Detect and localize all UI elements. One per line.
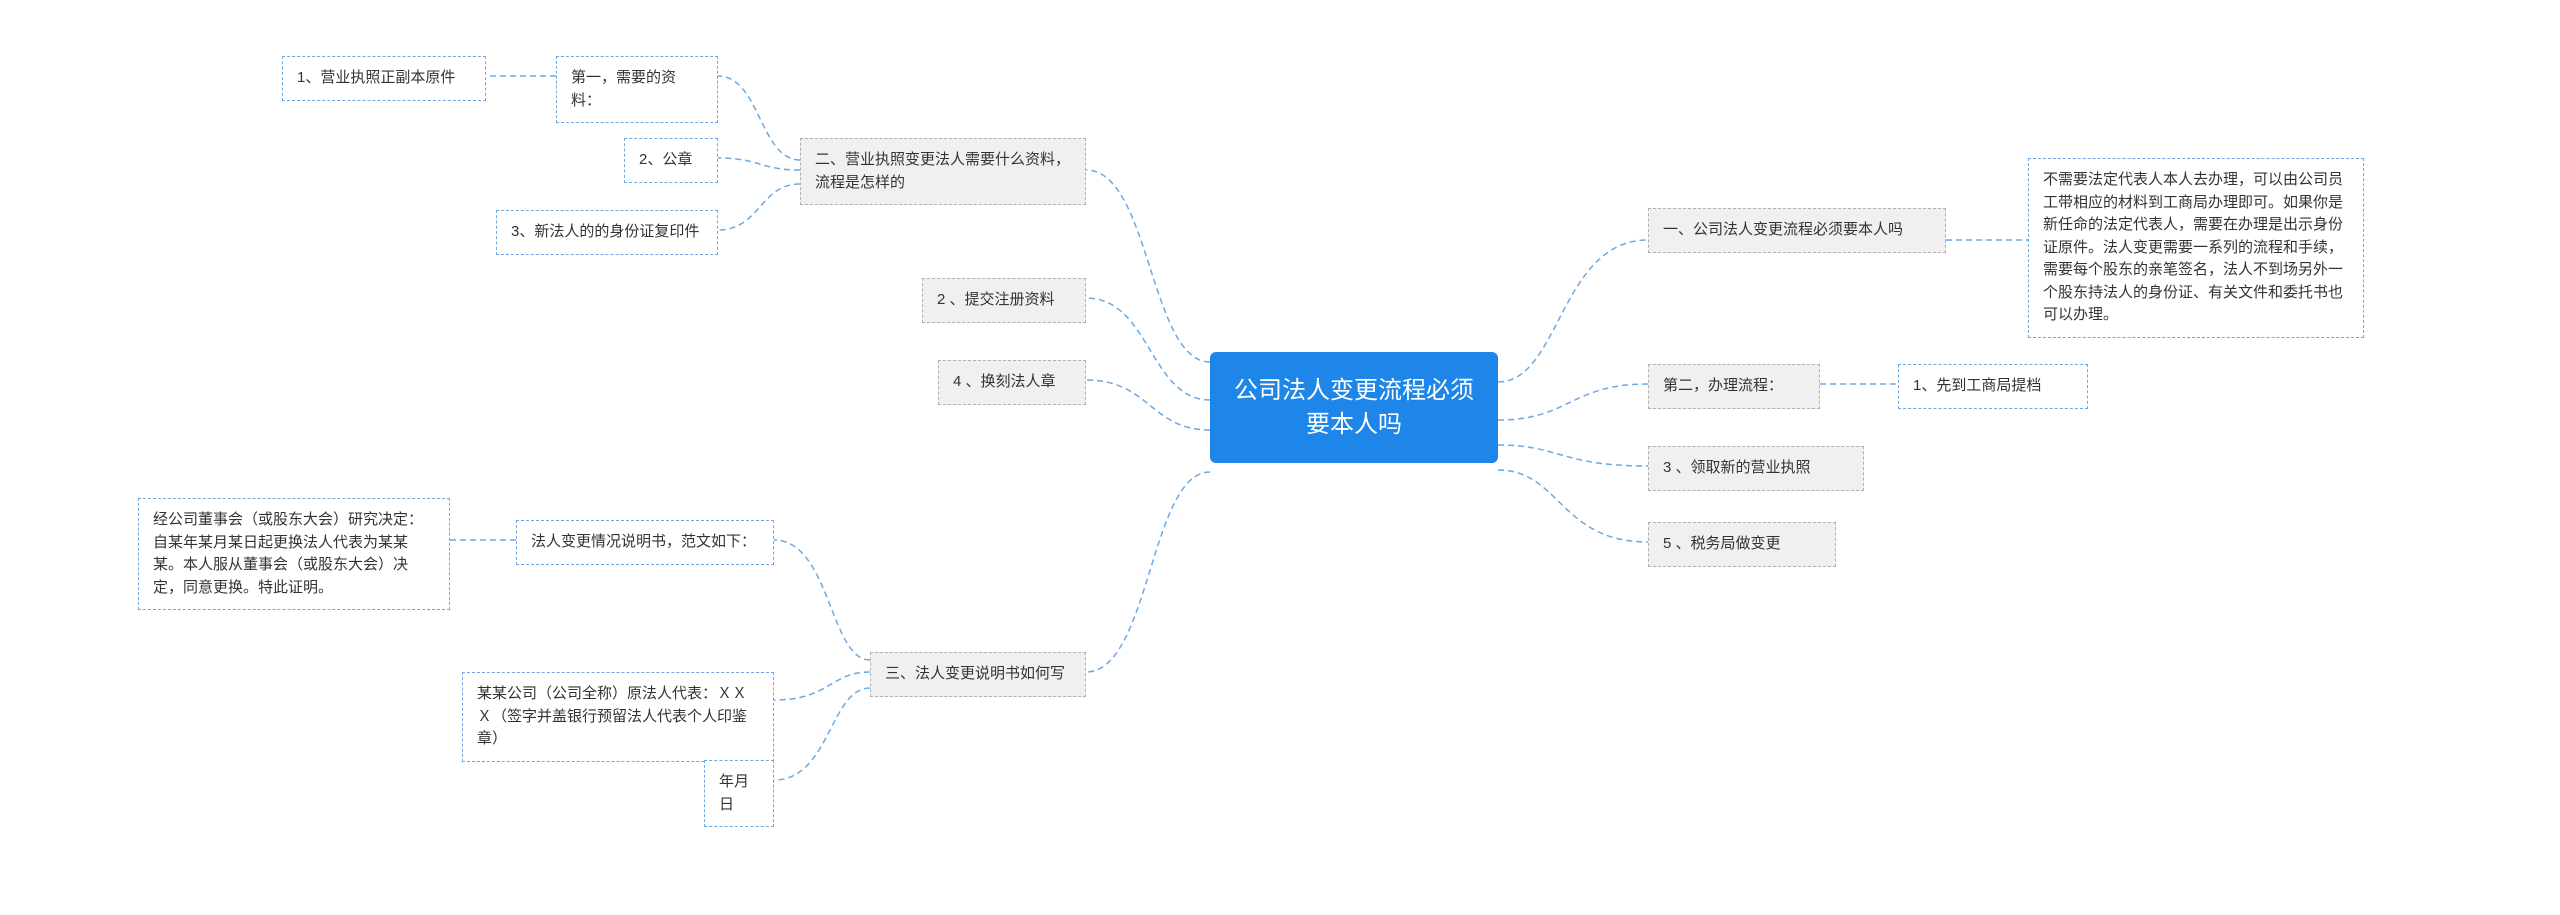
node-s3a-detail: 经公司董事会（或股东大会）研究决定：自某年某月某日起更换法人代表为某某某。本人服… — [138, 498, 450, 610]
node-r2: 第二，办理流程： — [1648, 364, 1820, 409]
node-s3b: 某某公司（公司全称）原法人代表：ＸＸＸ（签字并盖银行预留法人代表个人印鉴章） — [462, 672, 774, 762]
node-l4: 4 、换刻法人章 — [938, 360, 1086, 405]
node-s3-text: 三、法人变更说明书如何写 — [885, 665, 1065, 682]
node-s2a-text: 第一，需要的资料： — [571, 69, 676, 109]
node-s2: 二、营业执照变更法人需要什么资料，流程是怎样的 — [800, 138, 1086, 205]
node-r2-detail-text: 1、先到工商局提档 — [1913, 377, 2041, 394]
node-s2a1-text: 1、营业执照正副本原件 — [297, 69, 455, 86]
node-s2c-text: 3、新法人的的身份证复印件 — [511, 223, 699, 240]
node-s2b: 2、公章 — [624, 138, 718, 183]
node-s3b-text: 某某公司（公司全称）原法人代表：ＸＸＸ（签字并盖银行预留法人代表个人印鉴章） — [477, 685, 747, 747]
node-r1-detail-text: 不需要法定代表人本人去办理，可以由公司员工带相应的材料到工商局办理即可。如果你是… — [2043, 171, 2343, 323]
node-r3: 3 、领取新的营业执照 — [1648, 446, 1864, 491]
node-r2-detail: 1、先到工商局提档 — [1898, 364, 2088, 409]
node-s3a: 法人变更情况说明书，范文如下： — [516, 520, 774, 565]
node-l4-text: 4 、换刻法人章 — [953, 373, 1056, 390]
node-s3a-detail-text: 经公司董事会（或股东大会）研究决定：自某年某月某日起更换法人代表为某某某。本人服… — [153, 511, 423, 596]
root-text: 公司法人变更流程必须要本人吗 — [1234, 377, 1474, 438]
root-node: 公司法人变更流程必须要本人吗 — [1210, 352, 1498, 463]
node-s2b-text: 2、公章 — [639, 151, 692, 168]
node-l2-text: 2 、提交注册资料 — [937, 291, 1055, 308]
node-s2c: 3、新法人的的身份证复印件 — [496, 210, 718, 255]
node-r2-text: 第二，办理流程： — [1663, 377, 1783, 394]
node-s2a: 第一，需要的资料： — [556, 56, 718, 123]
node-r5: 5 、税务局做变更 — [1648, 522, 1836, 567]
node-r1: 一、公司法人变更流程必须要本人吗 — [1648, 208, 1946, 253]
node-s3: 三、法人变更说明书如何写 — [870, 652, 1086, 697]
node-s3a-text: 法人变更情况说明书，范文如下： — [531, 533, 756, 550]
node-r1-detail: 不需要法定代表人本人去办理，可以由公司员工带相应的材料到工商局办理即可。如果你是… — [2028, 158, 2364, 338]
node-r1-text: 一、公司法人变更流程必须要本人吗 — [1663, 221, 1903, 238]
node-s3c-text: 年月日 — [719, 773, 749, 813]
node-s2-text: 二、营业执照变更法人需要什么资料，流程是怎样的 — [815, 151, 1070, 191]
node-s3c: 年月日 — [704, 760, 774, 827]
node-r5-text: 5 、税务局做变更 — [1663, 535, 1781, 552]
node-r3-text: 3 、领取新的营业执照 — [1663, 459, 1811, 476]
node-s2a1: 1、营业执照正副本原件 — [282, 56, 486, 101]
node-l2: 2 、提交注册资料 — [922, 278, 1086, 323]
